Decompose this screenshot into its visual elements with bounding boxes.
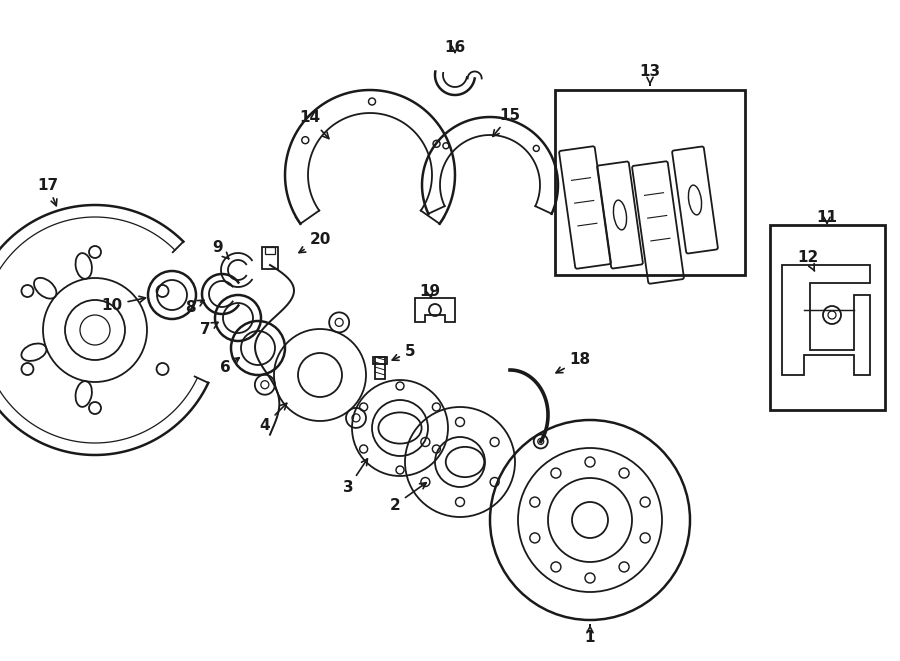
Text: 14: 14 [300,110,328,139]
Text: 4: 4 [260,403,287,432]
Text: 10: 10 [102,296,146,313]
Text: 16: 16 [445,40,465,56]
Text: 2: 2 [390,483,427,512]
Bar [770,225,885,410]
Bar [262,247,278,269]
Text: 12: 12 [797,251,819,271]
Text: 7: 7 [200,323,218,338]
Bar [373,357,387,364]
Text: 15: 15 [493,108,520,136]
Text: 9: 9 [212,241,229,258]
Text: 1: 1 [585,625,595,646]
Bar [265,247,275,254]
Text: 13: 13 [639,65,661,85]
Text: 8: 8 [184,300,204,315]
Text: 6: 6 [220,358,239,375]
Bar [555,90,745,275]
Text: 17: 17 [38,178,58,206]
Text: 20: 20 [299,233,330,253]
Text: 11: 11 [816,210,838,225]
Text: 5: 5 [392,344,415,360]
Text: 3: 3 [343,459,367,496]
Bar [375,357,385,379]
Text: 19: 19 [419,284,441,299]
Text: 18: 18 [556,352,590,373]
